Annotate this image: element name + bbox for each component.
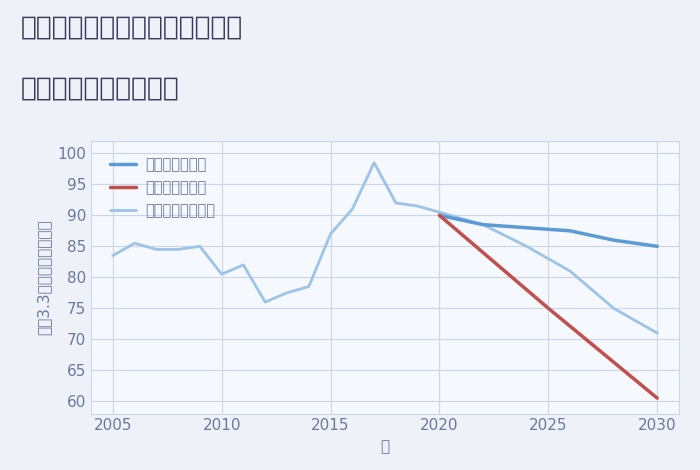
Line: グッドシナリオ: グッドシナリオ (440, 215, 657, 246)
ノーマルシナリオ (218, 271, 226, 277)
Text: 中古戸建ての価格推移: 中古戸建ての価格推移 (21, 75, 180, 101)
Line: バッドシナリオ: バッドシナリオ (440, 215, 657, 398)
Text: 兵庫県たつの市揖保川町養久の: 兵庫県たつの市揖保川町養久の (21, 14, 244, 40)
ノーマルシナリオ (304, 284, 313, 290)
ノーマルシナリオ (174, 247, 182, 252)
ノーマルシナリオ (130, 241, 139, 246)
ノーマルシナリオ (108, 253, 117, 258)
グッドシナリオ (566, 228, 574, 234)
ノーマルシナリオ (152, 247, 160, 252)
ノーマルシナリオ (392, 200, 400, 206)
ノーマルシナリオ (326, 231, 335, 237)
グッドシナリオ (610, 237, 618, 243)
ノーマルシナリオ (239, 262, 248, 268)
ノーマルシナリオ (435, 210, 444, 215)
Legend: グッドシナリオ, バッドシナリオ, ノーマルシナリオ: グッドシナリオ, バッドシナリオ, ノーマルシナリオ (104, 151, 220, 224)
ノーマルシナリオ (283, 290, 291, 296)
Line: ノーマルシナリオ: ノーマルシナリオ (113, 163, 440, 302)
X-axis label: 年: 年 (380, 439, 390, 454)
バッドシナリオ (435, 212, 444, 218)
Y-axis label: 坪（3.3㎡）単価（万円）: 坪（3.3㎡）単価（万円） (36, 219, 52, 335)
グッドシナリオ (522, 225, 531, 231)
ノーマルシナリオ (348, 206, 356, 212)
ノーマルシナリオ (261, 299, 270, 305)
グッドシナリオ (435, 212, 444, 218)
バッドシナリオ (653, 395, 662, 401)
グッドシナリオ (653, 243, 662, 249)
バッドシナリオ (544, 306, 552, 311)
ノーマルシナリオ (196, 243, 204, 249)
ノーマルシナリオ (370, 160, 378, 165)
グッドシナリオ (479, 222, 487, 227)
ノーマルシナリオ (414, 203, 422, 209)
